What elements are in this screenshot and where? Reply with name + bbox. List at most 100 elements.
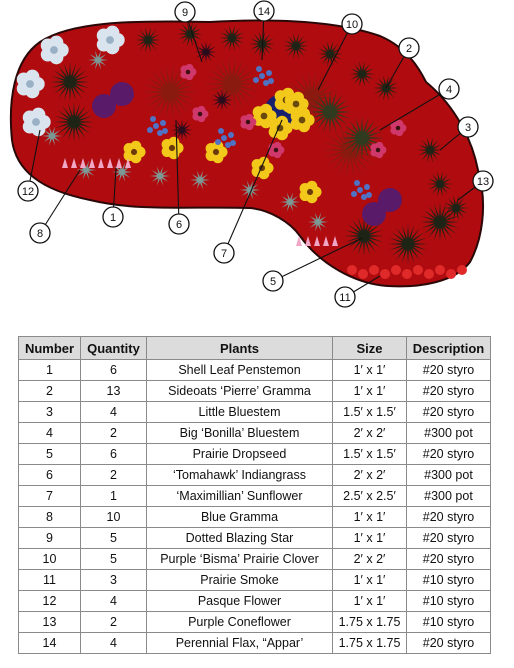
table-row: 4 2 Big ‘Bonilla’ Bluestem 2′ x 2′ #300 pot (18, 422, 491, 444)
penstemon-spike (71, 158, 77, 168)
callout-number: 8 (37, 228, 43, 240)
blue-gramma-clump (240, 180, 260, 200)
cell-size: 1′ x 1′ (332, 359, 407, 381)
indiangrass-clump (284, 70, 340, 126)
callout-6: 6 (168, 119, 190, 235)
yellow-bloom (123, 140, 146, 164)
callout-number: 6 (176, 219, 182, 231)
callout-number: 11 (339, 292, 350, 304)
cell-plant: Purple ‘Bisma’ Prairie Clover (146, 548, 333, 570)
table-row: 2 13 Sideoats ‘Pierre’ Gramma 1′ x 1′ #20 st… (18, 380, 491, 402)
cell-description: #20 styro (406, 548, 491, 570)
perennial-flax-cluster (215, 128, 236, 148)
cell-description: #300 pot (406, 422, 491, 444)
prairie-smoke-bead (358, 269, 368, 279)
penstemon-spike (98, 158, 104, 168)
cell-description: #10 styro (406, 569, 491, 591)
sideoats-gramma-clump (317, 41, 343, 67)
cell-plant: Dotted Blazing Star (146, 527, 333, 549)
sideoats-gramma-clump (249, 31, 275, 57)
sideoats-gramma-clump (177, 21, 203, 47)
yellow-bloom (299, 180, 322, 204)
penstemon-spike (323, 236, 329, 246)
prairie-clover-clump (378, 188, 402, 212)
cell-size: 1′ x 1′ (332, 527, 407, 549)
cell-quantity: 4 (80, 401, 147, 423)
cell-size: 2.5′ x 2.5′ (332, 485, 407, 507)
penstemon-spike (296, 236, 302, 246)
blue-gramma-clump (280, 192, 300, 212)
prairie-dropseed-clump (54, 102, 94, 142)
cell-number: 6 (18, 464, 81, 486)
cell-number: 5 (18, 443, 81, 465)
table-row: 8 10 Blue Gramma 1′ x 1′ #20 styro (18, 506, 491, 528)
plant-list-table: Number Quantity Plants Size Description … (18, 336, 491, 654)
cell-size: 2′ x 2′ (332, 422, 407, 444)
table-row: 10 5 Purple ‘Bisma’ Prairie Clover 2′ x 2′ #… (18, 548, 491, 570)
cell-description: #20 styro (406, 632, 491, 654)
cell-size: 1′ x 1′ (332, 506, 407, 528)
cell-number: 8 (18, 506, 81, 528)
callout-number: 9 (182, 7, 188, 19)
cell-number: 10 (18, 548, 81, 570)
little-bluestem-clump (417, 137, 443, 163)
prairie-smoke-bead (380, 269, 390, 279)
cell-plant: ‘Tomahawk’ Indiangrass (146, 464, 333, 486)
cell-quantity: 4 (80, 590, 147, 612)
prairie-smoke-bead (391, 265, 401, 275)
cell-plant: Prairie Dropseed (146, 443, 333, 465)
penstemon-spike (332, 236, 338, 246)
prairie-dropseed-clump (344, 216, 384, 256)
cell-quantity: 1 (80, 485, 147, 507)
sunflower-bloom (268, 115, 293, 141)
perennial-flax-cluster (253, 66, 274, 86)
prairie-smoke-bead (424, 269, 434, 279)
callout-number: 13 (477, 176, 489, 188)
cell-quantity: 2 (80, 464, 147, 486)
cell-size: 1.5′ x 1.5′ (332, 443, 407, 465)
cell-number: 12 (18, 590, 81, 612)
blazing-star-clump (195, 41, 217, 63)
table-row: 12 4 Pasque Flower 1′ x 1′ #10 styro (18, 590, 491, 612)
blue-gramma-clump (76, 160, 96, 180)
callout-number: 5 (270, 276, 276, 288)
penstemon-spike (80, 158, 86, 168)
prairie-clover-clump (110, 82, 134, 106)
cell-description: #10 styro (406, 590, 491, 612)
cell-size: 2′ x 2′ (332, 548, 407, 570)
prairie-dropseed-clump (420, 202, 460, 242)
cell-size: 1′ x 1′ (332, 380, 407, 402)
cell-quantity: 2 (80, 422, 147, 444)
cell-plant: Blue Gramma (146, 506, 333, 528)
cell-number: 13 (18, 611, 81, 633)
callout-3: 3 (439, 116, 479, 151)
blazing-star-clump (171, 119, 193, 141)
cell-plant: Sideoats ‘Pierre’ Gramma (146, 380, 333, 402)
sunflower-bloom (252, 103, 277, 129)
table-row: 3 4 Little Bluestem 1.5′ x 1.5′ #20 styro (18, 401, 491, 423)
header-plants: Plants (146, 336, 333, 360)
perennial-flax-cluster (351, 180, 372, 200)
sideoats-gramma-clump (283, 33, 309, 59)
table-row: 9 5 Dotted Blazing Star 1′ x 1′ #20 styro (18, 527, 491, 549)
cell-description: #20 styro (406, 401, 491, 423)
cell-size: 1′ x 1′ (332, 569, 407, 591)
callout-number: 4 (446, 84, 452, 96)
cell-size: 2′ x 2′ (332, 464, 407, 486)
prairie-dropseed-clump (388, 224, 428, 264)
table-header-row: Number Quantity Plants Size Description (18, 336, 491, 360)
callout-number: 2 (406, 43, 412, 55)
callout-number: 12 (22, 186, 34, 198)
cell-number: 4 (18, 422, 81, 444)
callout-2: 2 (385, 37, 420, 89)
header-description: Description (406, 336, 491, 360)
cell-quantity: 13 (80, 380, 147, 402)
table-row: 14 4 Perennial Flax, “Appar’ 1.75 x 1.75 #20… (18, 632, 491, 654)
sideoats-gramma-clump (349, 61, 375, 87)
penstemon-spike (89, 158, 95, 168)
indiangrass-clump (204, 56, 260, 112)
coneflower-bloom (370, 141, 387, 159)
callout-9: 9 (174, 1, 203, 63)
coneflower-bloom (192, 105, 209, 123)
